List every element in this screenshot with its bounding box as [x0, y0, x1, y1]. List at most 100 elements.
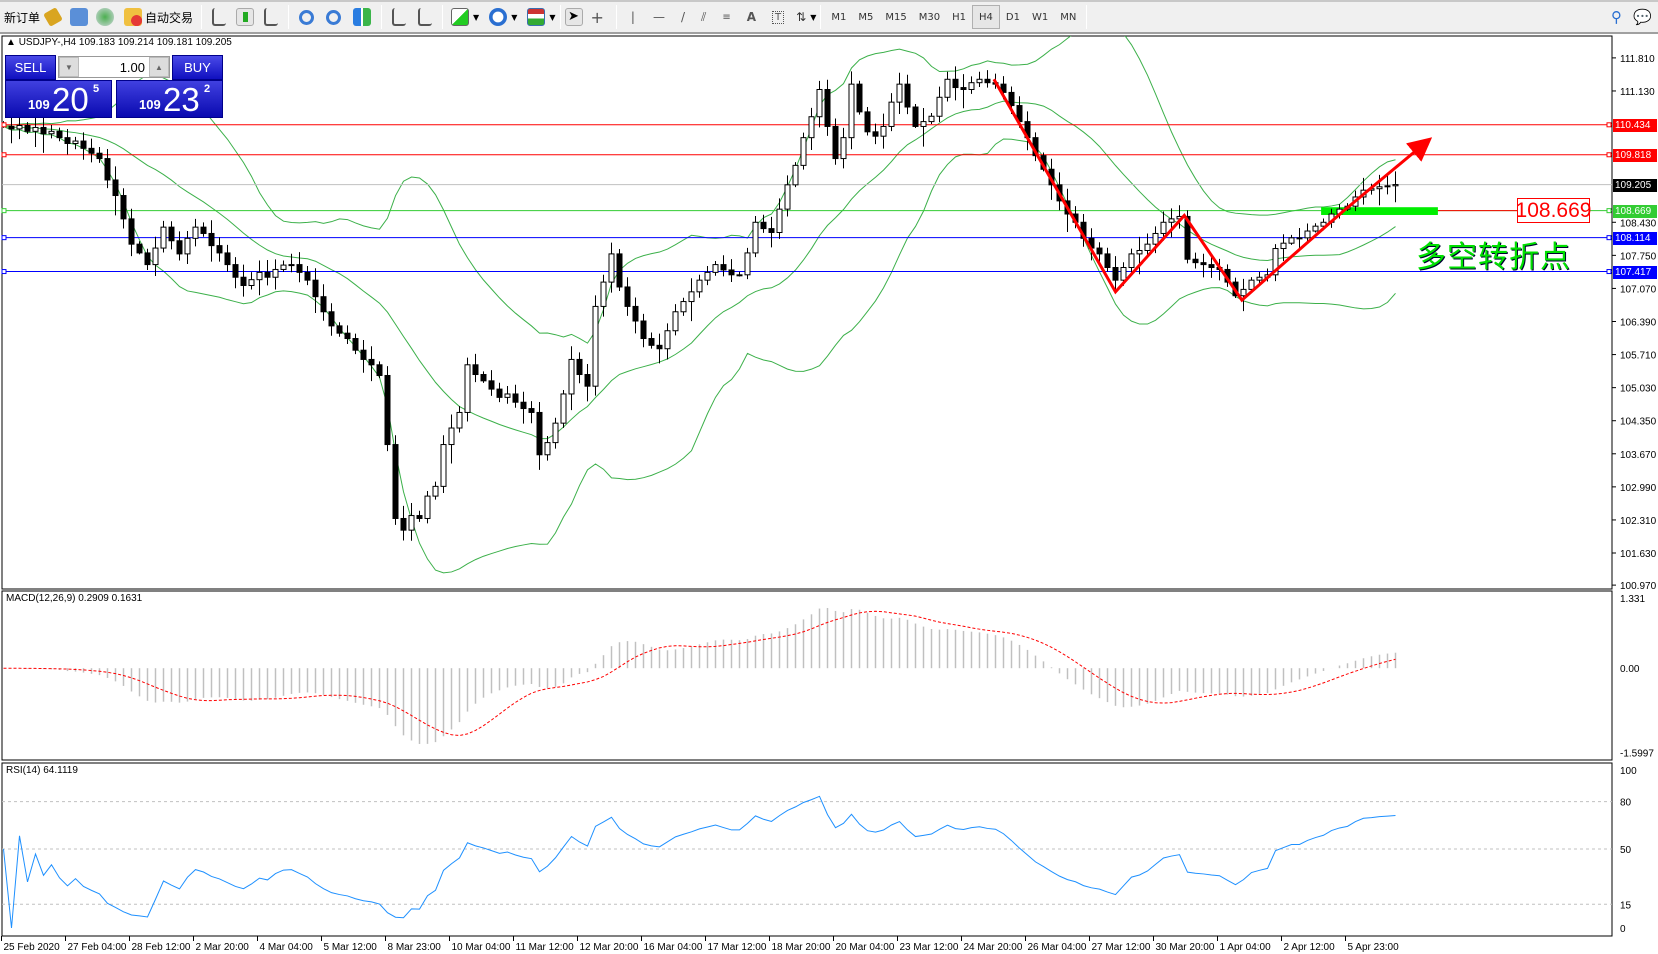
- candle-bearish: [1008, 91, 1015, 107]
- lot-decrease-button[interactable]: ▼: [59, 57, 79, 77]
- text-icon[interactable]: A: [746, 10, 757, 24]
- candle-bearish: [400, 517, 407, 531]
- timeframe-h1[interactable]: H1: [952, 11, 966, 23]
- rsi-axis-label: 50: [1620, 845, 1632, 856]
- price-line-label: 109.205: [1613, 178, 1657, 192]
- collapse-icon[interactable]: ▲: [6, 37, 19, 48]
- candle-bearish: [368, 358, 375, 366]
- candle-bearish: [304, 271, 311, 281]
- indicators-icon[interactable]: [451, 8, 470, 26]
- crosshair-icon[interactable]: +: [590, 7, 604, 27]
- candle-bullish: [1144, 243, 1151, 251]
- tile-windows-icon[interactable]: [353, 8, 372, 26]
- candle-bearish: [528, 408, 535, 413]
- auto-scroll-icon[interactable]: [392, 8, 407, 26]
- vertical-line-icon[interactable]: |: [630, 10, 635, 24]
- candle-bullish: [592, 305, 599, 387]
- turning-point-text[interactable]: 多空转折点: [1416, 240, 1571, 275]
- candle-bearish: [720, 264, 727, 271]
- candle-bullish: [608, 253, 615, 283]
- time-label: 27 Feb 04:00: [68, 942, 127, 953]
- data-window-icon[interactable]: [70, 8, 89, 26]
- candle-bullish: [704, 271, 711, 281]
- candle-bearish: [904, 83, 911, 108]
- chat-icon[interactable]: 💬: [1633, 8, 1652, 26]
- candle-bullish: [976, 78, 983, 84]
- price-line-label: 107.417: [1613, 265, 1657, 279]
- new-order-button[interactable]: 新订单: [0, 4, 44, 30]
- equidistant-channel-icon[interactable]: ⫽: [701, 9, 707, 24]
- price-tick-label: 105.710: [1620, 351, 1657, 362]
- history-icon[interactable]: [43, 7, 63, 27]
- divider: [820, 5, 822, 29]
- lot-size-field[interactable]: ▼ 1.00 ▲: [58, 56, 170, 78]
- timeframe-w1[interactable]: W1: [1031, 11, 1049, 23]
- time-label: 10 Mar 04:00: [452, 942, 511, 953]
- candle-bullish: [928, 115, 935, 123]
- candle-bullish: [552, 422, 559, 444]
- candle-bearish: [1096, 247, 1103, 255]
- candlestick-chart-icon[interactable]: [236, 8, 255, 26]
- horizontal-line-icon[interactable]: —: [652, 10, 665, 24]
- auto-trading-button[interactable]: 自动交易: [120, 4, 197, 30]
- bar-chart-icon[interactable]: [212, 8, 227, 26]
- lot-increase-button[interactable]: ▲: [149, 57, 169, 77]
- candle-bullish: [688, 291, 695, 303]
- candle-bullish: [1280, 242, 1287, 250]
- zoom-in-icon[interactable]: [299, 9, 315, 25]
- text-label-icon[interactable]: T: [772, 10, 785, 24]
- timeframe-m30[interactable]: M30: [918, 11, 941, 23]
- timeframe-m1[interactable]: M1: [831, 11, 847, 23]
- price-tick-label: 106.390: [1620, 317, 1657, 328]
- timeframe-m15[interactable]: M15: [885, 11, 907, 23]
- divider: [201, 5, 203, 29]
- sell-button[interactable]: SELL: [5, 55, 56, 80]
- templates-icon[interactable]: [527, 8, 546, 26]
- candle-bearish: [24, 124, 31, 132]
- chart-shift-icon[interactable]: [418, 8, 433, 26]
- candle-bearish: [864, 111, 871, 133]
- candle-bullish: [560, 393, 567, 424]
- dropdown-arrow-icon: ▼: [511, 12, 518, 22]
- candle-bullish: [1240, 288, 1247, 297]
- periods-clock-icon[interactable]: [489, 8, 508, 26]
- candle-bearish: [616, 253, 623, 288]
- dropdown-arrow-icon[interactable]: ▼: [473, 12, 480, 22]
- candle-bearish: [760, 221, 767, 230]
- price-annotation-label[interactable]: 108.669: [1515, 198, 1592, 223]
- timeframe-m5[interactable]: M5: [858, 11, 874, 23]
- candle-bullish: [712, 264, 719, 273]
- arrows-icon[interactable]: ⇅: [796, 10, 807, 24]
- candle-bullish: [1128, 253, 1135, 269]
- price-tick-label: 102.310: [1620, 516, 1657, 527]
- timeframe-d1[interactable]: D1: [1005, 11, 1020, 23]
- candle-bullish: [1288, 237, 1295, 244]
- cursor-icon[interactable]: ➤: [564, 8, 583, 26]
- candle-bullish: [272, 268, 279, 278]
- candle-bearish: [104, 158, 111, 181]
- rsi-label: RSI(14) 64.1119: [6, 765, 78, 776]
- candle-bearish: [120, 195, 127, 220]
- candle-bullish: [672, 311, 679, 332]
- divider: [1086, 5, 1088, 29]
- trendline-icon[interactable]: /: [680, 10, 685, 24]
- zoom-out-icon[interactable]: [326, 9, 342, 25]
- macd-label: MACD(12,26,9) 0.2909 0.1631: [6, 593, 143, 604]
- buy-price[interactable]: 109 23 2: [116, 80, 223, 118]
- buy-button[interactable]: BUY: [172, 55, 223, 80]
- fibonacci-icon[interactable]: ≡: [722, 11, 731, 23]
- signal-icon[interactable]: [96, 8, 115, 26]
- sell-price[interactable]: 109 20 5: [5, 80, 112, 118]
- timeframe-h4[interactable]: H4: [971, 5, 1000, 29]
- lot-size-value[interactable]: 1.00: [119, 59, 145, 75]
- sell-price-pip: 5: [93, 83, 100, 95]
- line-chart-icon[interactable]: [264, 8, 279, 26]
- search-icon[interactable]: ⚲: [1611, 8, 1622, 26]
- timeframe-mn[interactable]: MN: [1060, 11, 1077, 23]
- candle-bullish: [744, 252, 751, 276]
- time-label: 20 Mar 04:00: [836, 942, 895, 953]
- candle-bearish: [344, 332, 351, 340]
- time-label: 26 Mar 04:00: [1028, 942, 1087, 953]
- line-handle: [1606, 235, 1612, 241]
